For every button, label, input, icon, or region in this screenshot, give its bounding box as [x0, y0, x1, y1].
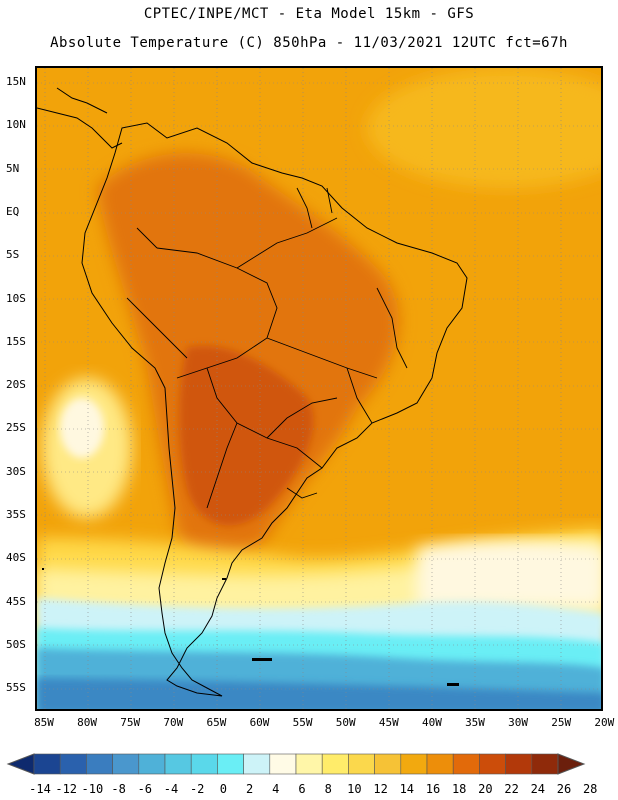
colorbar-tick-label: 16 [425, 782, 441, 796]
colorbar-swatch [531, 753, 559, 775]
lat-label: 55S [6, 681, 26, 695]
colorbar-swatch [217, 753, 244, 775]
colorbar-swatch [374, 753, 402, 775]
lon-label: 75W [120, 716, 141, 729]
colorbar-swatch [400, 753, 428, 775]
colorbar-arrow-left [6, 753, 35, 775]
lat-label: 30S [6, 464, 26, 478]
continent-outline [81, 122, 468, 697]
lon-label: 40W [421, 716, 442, 729]
colorbar-tick-label: -4 [163, 782, 179, 796]
lon-label: 45W [378, 716, 399, 729]
colorbar-tick-label: 24 [530, 782, 546, 796]
pale-band [417, 540, 601, 608]
lat-label: 5N [6, 161, 20, 175]
lon-label: 55W [292, 716, 313, 729]
lon-label: 80W [77, 716, 98, 729]
map-title: CPTEC/INPE/MCT - Eta Model 15km - GFS [143, 6, 475, 22]
colorbar-tick-label: -6 [137, 782, 153, 796]
colorbar-tick-label: 0 [219, 782, 227, 796]
colorbar-swatch [86, 753, 113, 775]
colorbar-swatch [59, 753, 87, 775]
colorbar-tick-label: 12 [373, 782, 388, 796]
lat-label: 15S [6, 334, 26, 348]
colorbar-swatch [321, 753, 349, 775]
lat-label: EQ [6, 204, 20, 218]
lat-label: 45S [6, 594, 26, 608]
colorbar-swatch [243, 753, 271, 775]
warm-band [367, 68, 601, 188]
lon-label: 60W [249, 716, 270, 729]
lat-label: 20S [6, 378, 26, 392]
lon-label: 30W [508, 716, 529, 729]
colorbar-tick-label: -8 [111, 782, 126, 796]
colorbar-tick-label: 14 [399, 782, 415, 796]
lat-label: 5S [6, 248, 20, 262]
colorbar-tick-label: 8 [324, 782, 332, 796]
lat-label: 10S [6, 291, 26, 305]
colorbar-tick-label: 18 [451, 782, 467, 796]
colorbar-tick-label: -2 [189, 782, 205, 796]
colorbar-arrow-right [557, 753, 586, 775]
colorbar-tick-label: -12 [55, 782, 78, 796]
country-borders [126, 187, 408, 509]
cold-band [37, 678, 601, 709]
lon-label: 20W [594, 716, 615, 729]
lon-label: 35W [465, 716, 485, 729]
colorbar-swatch [33, 753, 61, 775]
lat-label: 35S [6, 508, 26, 521]
color-scale-bar [6, 753, 586, 775]
colorbar-tick-label: 28 [582, 782, 598, 796]
lat-label: 10N [6, 118, 26, 132]
lon-label: 25W [551, 716, 572, 729]
colorbar-swatch [295, 753, 323, 775]
lat-label: 25S [6, 421, 26, 435]
lon-label: 50W [335, 716, 356, 729]
colorbar-tick-label: 10 [347, 782, 362, 796]
cool-core [60, 398, 104, 458]
colorbar-tick-label: 2 [245, 782, 254, 796]
colorbar-tick-label: 6 [298, 782, 306, 796]
colorbar-tick-label: 20 [478, 782, 493, 796]
hot-core [179, 346, 314, 526]
colorbar-tick-label: 4 [272, 782, 280, 796]
lon-label: 70W [163, 716, 184, 729]
colorbar-swatch [505, 753, 533, 775]
colorbar-tick-label: -14 [29, 782, 51, 796]
colorbar-swatch [138, 753, 166, 775]
temperature-map[interactable] [37, 68, 603, 711]
islands [42, 568, 459, 686]
lat-label: 50S [6, 637, 26, 651]
map-panel[interactable] [35, 66, 603, 711]
lat-label: 40S [6, 551, 26, 565]
map-subtitle: Absolute Temperature (C) 850hPa - 11/03/… [50, 35, 568, 51]
lon-label: 85W [34, 716, 54, 729]
colorbar-swatch [452, 753, 480, 775]
lat-label: 15N [6, 75, 26, 88]
colorbar-swatch [164, 753, 192, 775]
graticule [37, 68, 601, 709]
colorbar-swatch [479, 753, 506, 775]
colorbar-swatch [348, 753, 375, 775]
colorbar-tick-label: 22 [504, 782, 519, 796]
colorbar-swatch [269, 753, 297, 775]
hot-region [97, 153, 399, 560]
colorbar-tick-label: 26 [556, 782, 572, 796]
lon-label: 65W [206, 716, 227, 729]
colorbar-swatch [112, 753, 140, 775]
colorbar-tick-label: -10 [81, 782, 104, 796]
colorbar-swatch [426, 753, 454, 775]
colorbar-swatch [190, 753, 218, 775]
central-america-outline [37, 87, 123, 149]
